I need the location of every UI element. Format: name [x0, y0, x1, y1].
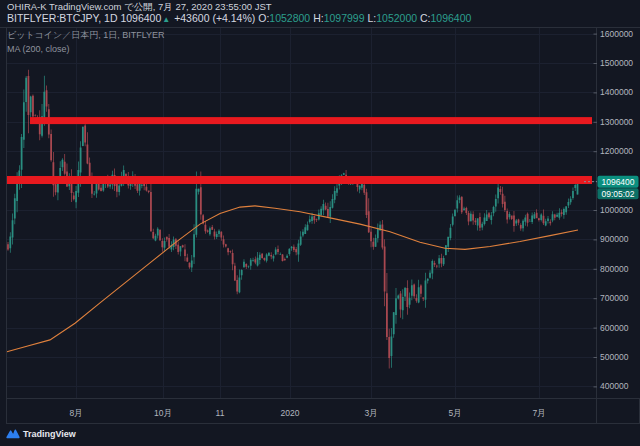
- symbol-name: BITFLYER:BTCJPY, 1D: [7, 12, 117, 24]
- time-tick-label: 10月: [154, 408, 172, 418]
- close-value: 1096400: [431, 12, 472, 24]
- price-tick-label: 800000: [600, 264, 629, 274]
- price-tick-label: 600000: [600, 323, 629, 333]
- symbol-ohlc-line: BITFLYER:BTCJPY, 1D 1096400▲ +43600 (+4.…: [7, 12, 471, 24]
- price-chart-canvas[interactable]: 1600000 1500000 1400000 1300000 1200000 10000…: [0, 0, 640, 446]
- open-label: O:: [258, 12, 269, 24]
- candles-down: [7, 70, 562, 369]
- time-axis[interactable]: 8月 10月 11 2020 3月 5月 7月: [69, 408, 545, 418]
- price-tick-label: 1300000: [600, 117, 633, 127]
- low-value: 1052000: [376, 12, 417, 24]
- instrument-text: ビットコイン／日本円, 1日, BITFLYER: [7, 30, 165, 40]
- price-tick-label: 400000: [600, 381, 629, 391]
- tradingview-mountain-icon: [6, 427, 20, 440]
- price-tick-label: 1200000: [600, 146, 633, 156]
- time-tick-label: 11: [216, 408, 225, 418]
- price-tick-label: 500000: [600, 352, 629, 362]
- price-change: +43600 (+4.14%): [174, 12, 255, 24]
- time-tick-label: 8月: [69, 408, 82, 418]
- countdown-text: 09:05:02: [601, 189, 634, 199]
- indicator-label[interactable]: MA (200, close): [7, 44, 70, 54]
- high-value: 1097999: [324, 12, 365, 24]
- ma200-line[interactable]: [6, 206, 578, 352]
- publish-info-text: OHIRA-K TradingView.com で公開, 7月 27, 2020…: [7, 1, 272, 12]
- indicator-text: MA (200, close): [7, 44, 70, 54]
- axis-borders: [0, 28, 640, 424]
- price-tick-label: 1000000: [600, 205, 633, 215]
- tradingview-published-chart: 1600000 1500000 1400000 1300000 1200000 10000…: [0, 0, 640, 446]
- time-tick-label: 5月: [448, 408, 461, 418]
- last-price-label-text: 1096400: [601, 177, 634, 187]
- time-tick-label: 7月: [532, 408, 545, 418]
- up-arrow-icon: ▲: [162, 15, 170, 24]
- time-tick-label: 2020: [281, 408, 300, 418]
- resistance-band-1[interactable]: [30, 117, 592, 124]
- close-label: C:: [420, 12, 431, 24]
- price-tick-label: 900000: [600, 234, 629, 244]
- instrument-description: ビットコイン／日本円, 1日, BITFLYER: [7, 29, 165, 42]
- tradingview-logo-text: TradingView: [23, 429, 76, 439]
- price-tick-label: 1400000: [600, 87, 633, 97]
- time-tick-label: 3月: [364, 408, 377, 418]
- last-price: 1096400: [120, 12, 161, 24]
- price-axis[interactable]: 1600000 1500000 1400000 1300000 1200000 10000…: [594, 29, 634, 392]
- open-value: 1052800: [269, 12, 310, 24]
- price-tick-label: 1500000: [600, 58, 633, 68]
- price-tick-label: 700000: [600, 293, 629, 303]
- resistance-band-2[interactable]: [7, 176, 592, 184]
- price-tick-label: 1600000: [600, 29, 633, 39]
- tradingview-logo[interactable]: TradingView: [6, 427, 76, 440]
- high-label: H:: [313, 12, 324, 24]
- low-label: L:: [367, 12, 376, 24]
